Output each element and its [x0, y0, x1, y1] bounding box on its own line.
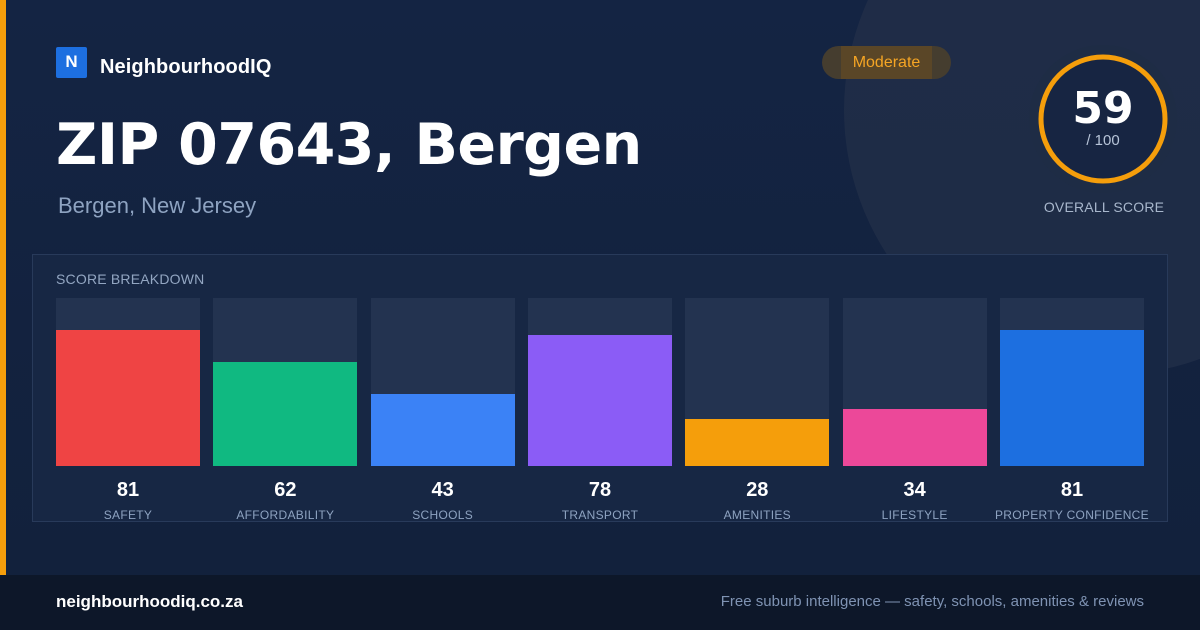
- bar-track: [999, 298, 1144, 466]
- score-bar-property-confidence: 81 PROPERTY CONFIDENCE: [995, 298, 1149, 528]
- bar-fill: [527, 335, 672, 466]
- bar-value: 62: [274, 479, 297, 501]
- overall-score-label: OVERALL SCORE: [1043, 199, 1165, 215]
- brand[interactable]: N NeighbourhoodIQ: [56, 46, 271, 78]
- bar-fill: [685, 419, 830, 466]
- overall-score-max: / 100: [1086, 132, 1120, 149]
- overall-score-ring: [1029, 45, 1177, 193]
- score-bar-safety: 81 SAFETY: [56, 298, 200, 528]
- brand-name: NeighbourhoodIQ: [100, 55, 272, 78]
- bar-value: 78: [588, 479, 612, 501]
- bar-label: AMENITIES: [723, 508, 791, 522]
- bar-track: [370, 298, 515, 466]
- score-ring-inner: [1041, 57, 1165, 181]
- bar-track: [527, 298, 672, 466]
- bar-value: 81: [116, 479, 140, 501]
- bar-label: TRANSPORT: [561, 508, 639, 522]
- rating-badge: Moderate: [822, 46, 951, 79]
- bar-value: 28: [746, 479, 769, 501]
- score-breakdown-bars: 81 SAFETY 62 AFFORDABILITY 43 SCHOOLS 78 TRANSP…: [56, 298, 1149, 528]
- rating-badge-highlight: [841, 46, 932, 79]
- bar-track: [685, 298, 830, 466]
- bar-label: AFFORDABILITY: [236, 508, 335, 522]
- share-card: N NeighbourhoodIQ ZIP 07643, Bergen Berg…: [0, 0, 1200, 575]
- bar-label: PROPERTY CONFIDENCE: [994, 508, 1149, 522]
- score-bar-schools: 43 SCHOOLS: [370, 298, 515, 528]
- footer-tagline: Free suburb intelligence — safety, schoo…: [720, 593, 1144, 610]
- bar-track: [842, 298, 987, 466]
- brand-logo-icon: N: [56, 46, 87, 78]
- bar-track: [56, 298, 200, 466]
- page-title: ZIP 07643, Bergen: [56, 112, 642, 178]
- score-bar-transport: 78 TRANSPORT: [527, 298, 672, 528]
- score-breakdown-heading: SCORE BREAKDOWN: [56, 271, 205, 287]
- bar-label: LIFESTYLE: [881, 508, 948, 522]
- bar-value: 34: [903, 479, 926, 501]
- overall-score-value: 59: [1072, 83, 1134, 134]
- rating-badge-label: Moderate: [852, 53, 921, 71]
- location-subtitle: Bergen, New Jersey: [58, 193, 257, 218]
- footer: [0, 575, 1200, 630]
- score-bar-lifestyle: 34 LIFESTYLE: [842, 298, 987, 528]
- score-ring-progress: [1038, 54, 1168, 184]
- bar-label: SCHOOLS: [412, 508, 474, 522]
- score-bar-affordability: 62 AFFORDABILITY: [213, 298, 358, 528]
- score-bar-amenities: 28 AMENITIES: [685, 298, 830, 528]
- bar-track: [213, 298, 358, 466]
- accent-bar: [0, 0, 6, 575]
- bar-value: 81: [1060, 479, 1084, 501]
- bar-fill: [842, 409, 987, 466]
- footer-url-link[interactable]: neighbourhoodiq.co.za: [56, 592, 243, 611]
- bar-label: SAFETY: [103, 508, 153, 522]
- bar-fill: [56, 330, 200, 466]
- bar-fill: [213, 362, 358, 466]
- bar-fill: [999, 330, 1144, 466]
- bar-fill: [370, 394, 515, 466]
- bar-value: 43: [431, 479, 454, 501]
